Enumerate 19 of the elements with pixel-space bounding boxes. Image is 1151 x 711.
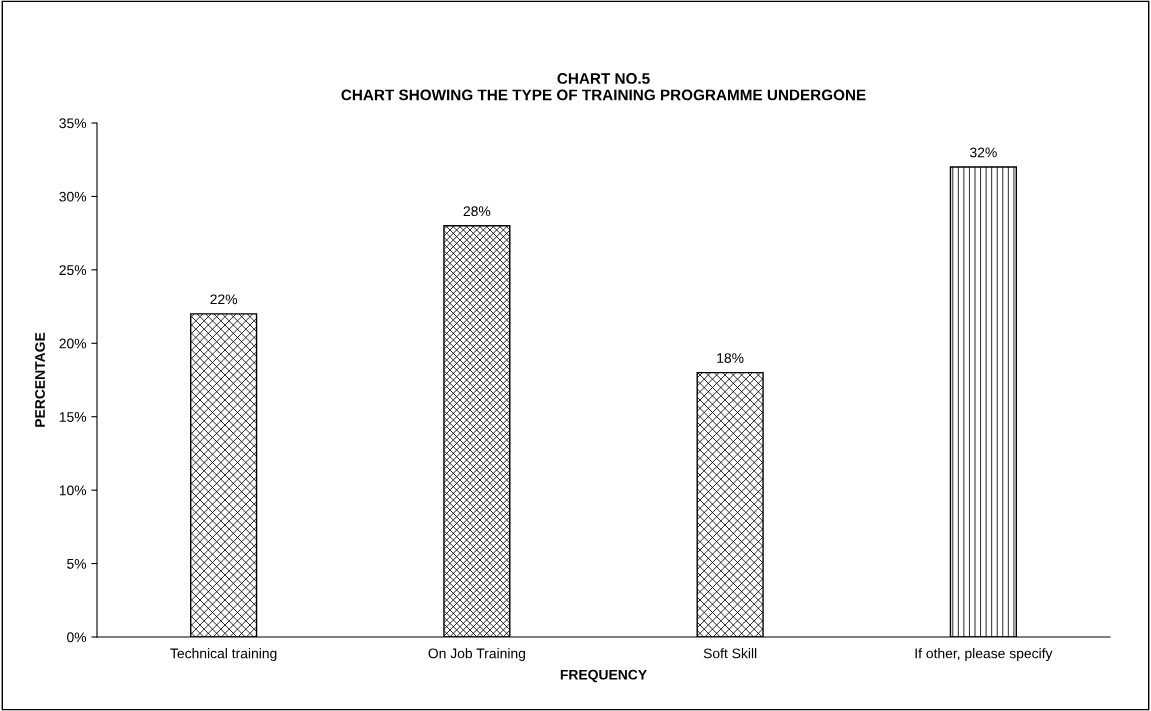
y-tick-label: 5% <box>67 558 87 569</box>
y-tick-label: 20% <box>59 338 87 349</box>
y-tick-label: 15% <box>59 412 87 422</box>
y-tick-label: 10% <box>59 485 87 496</box>
y-tick-label: 30% <box>59 191 87 202</box>
x-tick-label: Technical training <box>170 648 277 662</box>
x-axis-title: FREQUENCY <box>560 669 647 683</box>
y-tick-label: 35% <box>59 118 87 129</box>
data-label: 18% <box>717 353 744 363</box>
y-tick-label: 0% <box>67 632 87 643</box>
y-axis-title: PERCENTAGE <box>35 332 45 427</box>
data-label: 22% <box>210 294 238 305</box>
x-tick-label: On Job Training <box>428 648 526 662</box>
y-tick-label: 25% <box>59 265 87 276</box>
x-tick-label: Soft Skill <box>703 648 757 659</box>
data-label: 32% <box>970 147 997 158</box>
chart-title: CHART NO.5 CHART SHOWING THE TYPE OF TRAINING PROGRAMME UNDERGONE <box>341 73 866 101</box>
x-tick-label: If other, please specify <box>915 648 1053 662</box>
data-label: 28% <box>463 206 491 217</box>
